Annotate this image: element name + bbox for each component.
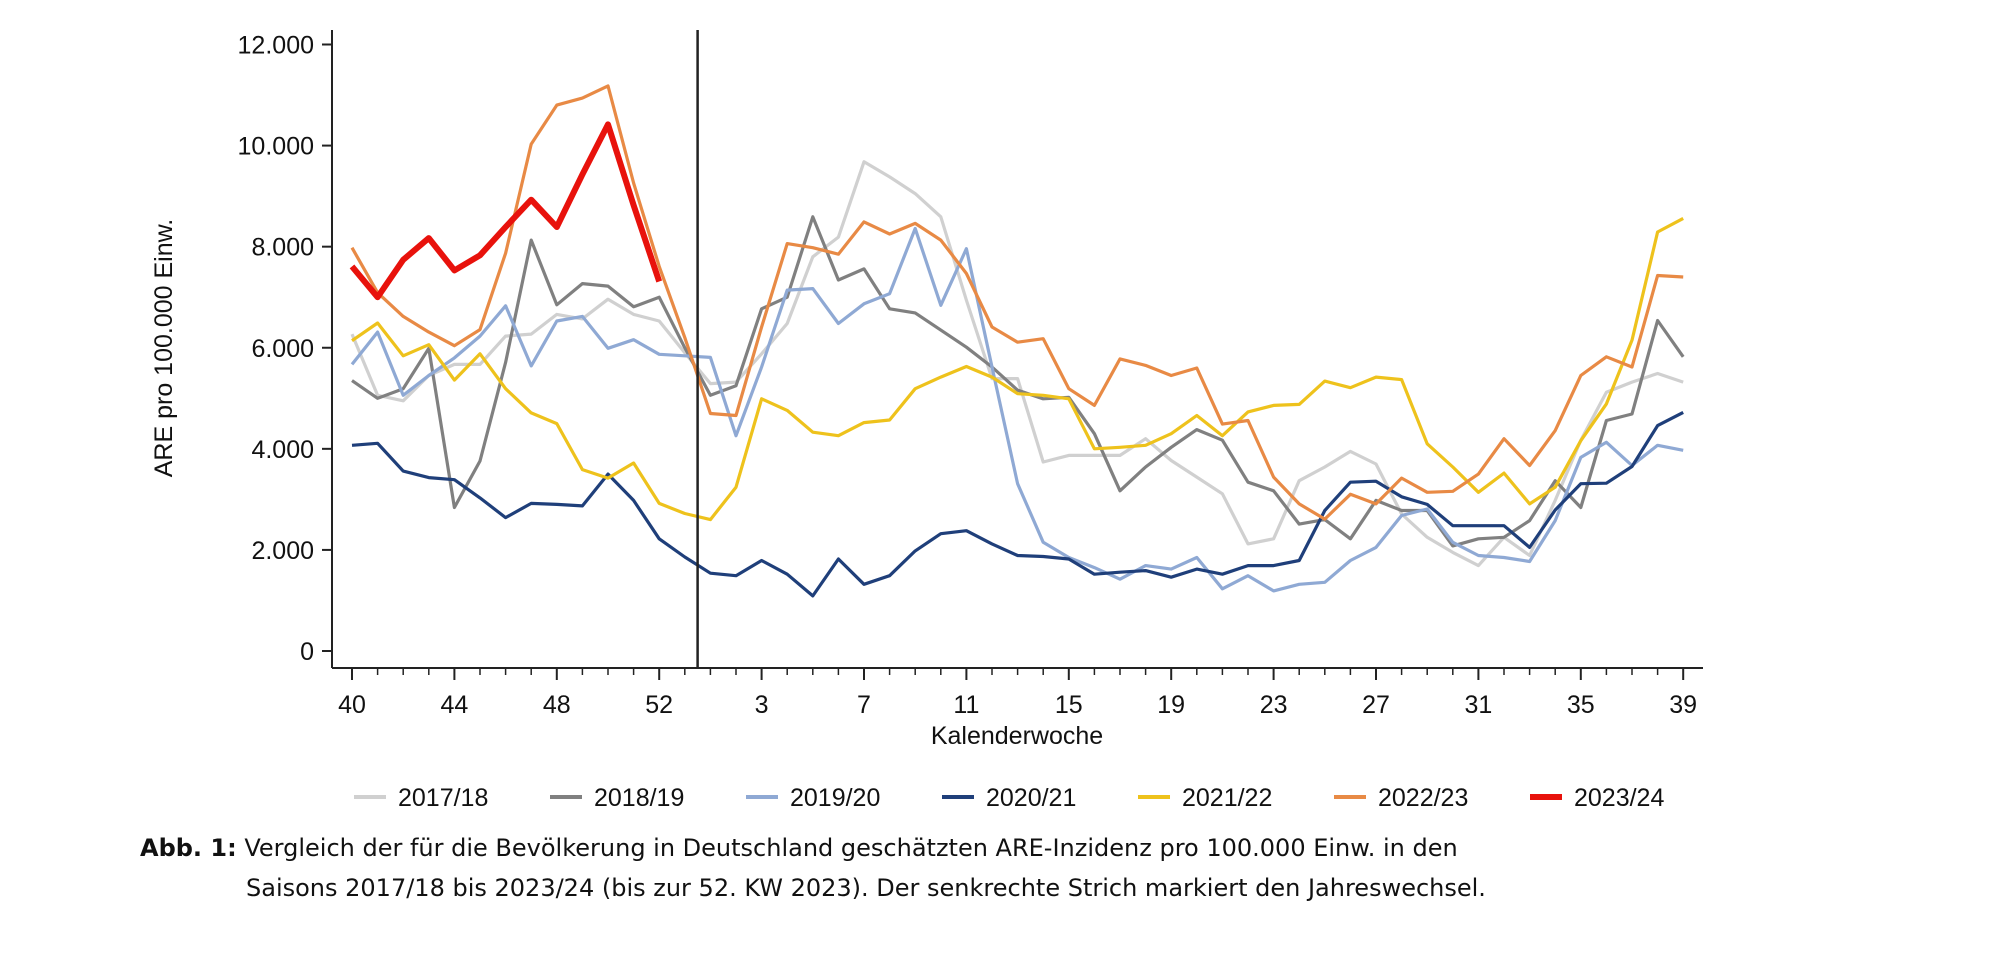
x-tick-label: 31 xyxy=(1464,691,1492,719)
x-tick-label: 3 xyxy=(755,691,769,719)
x-tick-label: 15 xyxy=(1055,691,1083,719)
series-line-2023-24 xyxy=(349,121,663,301)
y-tick-label: 4.000 xyxy=(251,436,314,464)
legend-label: 2020/21 xyxy=(986,784,1076,812)
legend-label: 2019/20 xyxy=(790,784,880,812)
series-layer xyxy=(349,84,1685,598)
y-axis-label: ARE pro 100.000 Einw. xyxy=(150,219,178,478)
series-line-2021-22 xyxy=(351,216,1684,522)
y-tick-label: 0 xyxy=(300,638,314,666)
caption-line-1: Vergleich der für die Bevölkerung in Deu… xyxy=(244,834,1458,862)
y-tick-label: 2.000 xyxy=(251,537,314,565)
y-tick-label: 12.000 xyxy=(238,32,314,60)
y-tick-label: 10.000 xyxy=(238,133,314,161)
legend-label: 2021/22 xyxy=(1182,784,1272,812)
series-line-2018-19 xyxy=(351,215,1685,548)
legend-label: 2018/19 xyxy=(594,784,684,812)
legend-label: 2017/18 xyxy=(398,784,488,812)
x-tick-label: 11 xyxy=(953,691,979,719)
y-tick-label: 6.000 xyxy=(251,335,314,363)
series-line-2022-23 xyxy=(350,84,1684,521)
x-tick-label: 19 xyxy=(1157,691,1185,719)
x-tick-label: 27 xyxy=(1362,691,1390,719)
x-tick-label: 40 xyxy=(338,691,366,719)
x-tick-label: 23 xyxy=(1260,691,1288,719)
x-tick-label: 35 xyxy=(1567,691,1595,719)
figure-caption: Abb. 1: Vergleich der für die Bevölkerun… xyxy=(140,828,1840,908)
x-tick-label: 48 xyxy=(543,691,571,719)
caption-line-2: Saisons 2017/18 bis 2023/24 (bis zur 52.… xyxy=(246,874,1486,902)
y-ticks: 0 2.000 4.000 6.000 8.000 10.000 12.000 xyxy=(238,32,332,666)
x-tick-label: 39 xyxy=(1669,691,1697,719)
x-tick-label: 44 xyxy=(440,691,468,719)
legend-label: 2022/23 xyxy=(1378,784,1468,812)
legend: 2017/18 2018/19 2019/20 2020/21 2021/22 2022/… xyxy=(354,784,1664,812)
series-line-2019-20 xyxy=(350,226,1684,593)
x-axis-label: Kalenderwoche xyxy=(931,722,1103,750)
y-tick-label: 8.000 xyxy=(251,234,314,262)
legend-label: 2023/24 xyxy=(1574,784,1664,812)
series-line-2020-21 xyxy=(351,410,1684,598)
x-tick-label: 52 xyxy=(645,691,673,719)
x-ticks: 40 44 48 52 3 7 11 15 19 23 27 31 35 39 xyxy=(338,668,1697,719)
x-tick-label: 7 xyxy=(857,691,871,719)
caption-label: Abb. 1: xyxy=(140,834,237,862)
